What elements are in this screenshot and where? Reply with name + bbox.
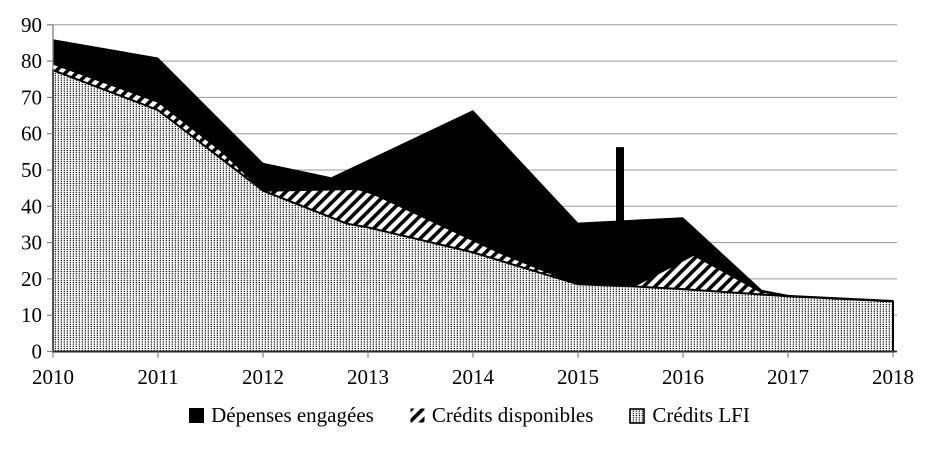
x-tick-label: 2015 [557, 365, 599, 389]
x-tick-label: 2016 [662, 365, 704, 389]
chart-legend: Dépenses engagées Crédits disponibles Cr… [0, 403, 939, 428]
y-tick-label: 40 [21, 194, 42, 218]
y-tick-label: 80 [21, 49, 42, 73]
series-areas [52, 39, 894, 353]
legend-label-credits-lfi: Crédits LFI [652, 403, 750, 427]
x-tick-label: 2012 [242, 365, 284, 389]
legend-item-credits-lfi: Crédits LFI [629, 403, 750, 428]
y-tick-label: 20 [21, 267, 42, 291]
axes [47, 24, 897, 358]
legend-label-depenses-engagees: Dépenses engagées [211, 403, 374, 427]
x-tick-label: 2013 [347, 365, 389, 389]
x-tick-label: 2017 [767, 365, 809, 389]
legend-swatch-dots-icon [629, 407, 646, 424]
y-tick-label: 50 [21, 158, 42, 182]
y-tick-label: 30 [21, 231, 42, 255]
x-tick-label: 2010 [32, 365, 74, 389]
legend-item-credits-disponibles: Crédits disponibles [410, 403, 594, 428]
x-tick-label: 2014 [452, 365, 495, 389]
legend-label-credits-disponibles: Crédits disponibles [431, 403, 594, 427]
y-tick-label: 60 [21, 122, 42, 146]
spike-bar [616, 147, 624, 221]
x-tick-label: 2011 [137, 365, 178, 389]
legend-swatch-solid-icon [189, 408, 205, 423]
y-tick-label: 10 [21, 303, 42, 327]
x-tick-label: 2018 [872, 365, 914, 389]
y-tick-label: 0 [32, 340, 43, 364]
tick-labels: 0 10 20 30 40 50 60 70 80 90 2010 2011 2012 2013 2014 2… [21, 13, 914, 389]
area-dots [52, 68, 894, 353]
legend-item-depenses-engagees: Dépenses engagées [189, 403, 374, 428]
y-tick-label: 90 [21, 13, 42, 37]
y-tick-label: 70 [21, 85, 42, 109]
legend-swatch-hatch-icon [410, 408, 425, 423]
